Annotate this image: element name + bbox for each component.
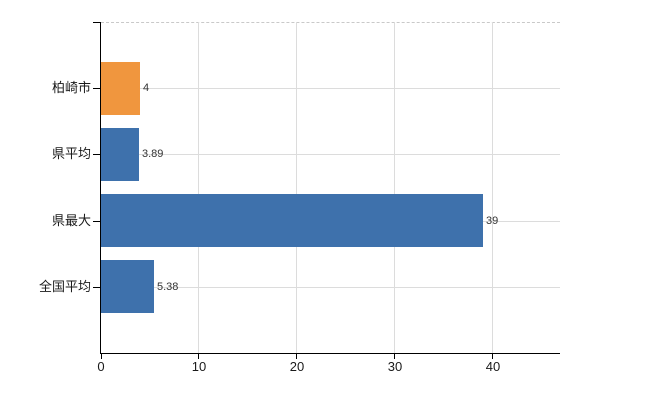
category-tick (93, 287, 100, 288)
category-label: 県平均 (51, 146, 91, 161)
category-label: 全国平均 (38, 279, 91, 294)
x-tick-label: 10 (191, 359, 207, 374)
category-tick (93, 221, 100, 222)
x-gridline (296, 22, 298, 353)
x-axis-tick (492, 354, 494, 359)
bar (101, 194, 483, 247)
y-axis-top-tick (93, 22, 100, 23)
x-tick-label: 0 (97, 359, 105, 374)
plot-area (101, 22, 560, 353)
category-gridline (101, 88, 560, 89)
bar-value-label: 3.89 (142, 148, 164, 160)
x-tick-label: 20 (289, 359, 305, 374)
x-gridline (492, 22, 494, 353)
x-tick-label: 40 (485, 359, 501, 374)
x-tick-label: 30 (387, 359, 403, 374)
x-axis-line (100, 353, 560, 354)
x-gridline (198, 22, 200, 353)
x-axis-tick (100, 354, 102, 359)
bar (101, 260, 154, 313)
category-label: 県最大 (51, 213, 91, 228)
category-gridline (101, 154, 560, 155)
bar (101, 128, 139, 181)
category-label: 柏崎市 (51, 80, 91, 95)
bar-value-label: 4 (143, 82, 150, 94)
bar (101, 62, 140, 115)
category-tick (93, 154, 100, 155)
y-axis-line (100, 22, 101, 353)
bar-value-label: 5.38 (157, 281, 179, 293)
x-axis-tick (394, 354, 396, 359)
x-axis-tick (296, 354, 298, 359)
x-gridline (394, 22, 396, 353)
x-axis-tick (198, 354, 200, 359)
bar-value-label: 39 (486, 215, 499, 227)
category-gridline (101, 287, 560, 288)
category-tick (93, 88, 100, 89)
